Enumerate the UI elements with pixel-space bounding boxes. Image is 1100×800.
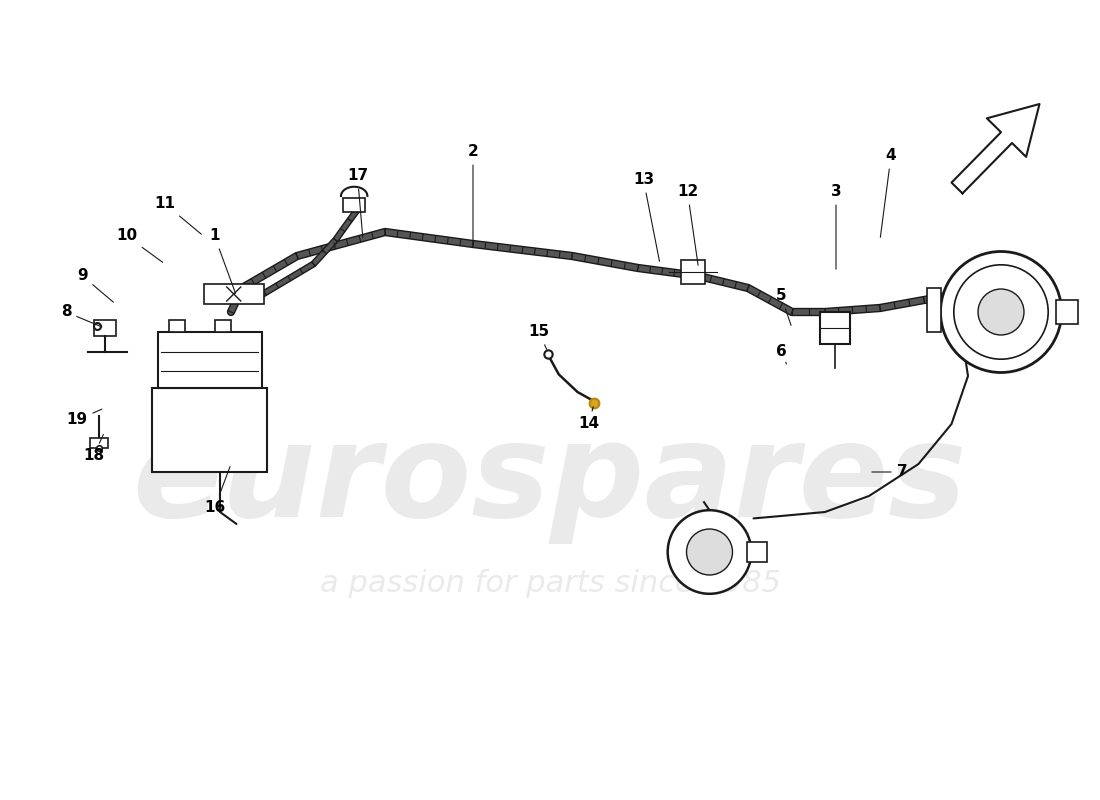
Circle shape	[686, 529, 733, 575]
Bar	[343, 198, 365, 212]
Bar	[216, 320, 231, 332]
Text: 9: 9	[77, 269, 113, 302]
Polygon shape	[952, 104, 1040, 194]
Bar	[747, 542, 767, 562]
Text: 1: 1	[209, 229, 235, 294]
Text: 17: 17	[346, 169, 368, 238]
Bar	[169, 320, 185, 332]
Circle shape	[978, 289, 1024, 335]
Text: eurospares: eurospares	[133, 417, 967, 543]
Text: 18: 18	[82, 434, 104, 463]
Bar	[157, 332, 262, 388]
Text: 16: 16	[204, 466, 230, 515]
Text: 19: 19	[66, 409, 102, 427]
Text: 4: 4	[880, 149, 896, 238]
Text: 10: 10	[116, 229, 163, 262]
Text: 15: 15	[528, 325, 550, 350]
Bar	[152, 388, 267, 472]
Text: 11: 11	[154, 197, 201, 234]
Text: 6: 6	[776, 345, 786, 364]
Bar	[90, 438, 108, 448]
Bar	[820, 312, 850, 344]
Text: 2: 2	[468, 145, 478, 246]
Text: 13: 13	[632, 173, 660, 262]
Text: 7: 7	[872, 465, 908, 479]
Text: 8: 8	[60, 305, 102, 327]
Bar	[204, 284, 264, 304]
Text: 3: 3	[830, 185, 842, 270]
Bar	[681, 260, 705, 284]
Bar	[927, 288, 940, 332]
Circle shape	[668, 510, 751, 594]
Circle shape	[954, 265, 1048, 359]
Text: a passion for parts since 1985: a passion for parts since 1985	[319, 570, 781, 598]
Text: 14: 14	[578, 406, 600, 431]
Text: 5: 5	[776, 289, 791, 326]
Text: 12: 12	[676, 185, 698, 266]
Bar	[1056, 300, 1078, 324]
Bar	[94, 320, 115, 336]
Circle shape	[940, 251, 1062, 373]
